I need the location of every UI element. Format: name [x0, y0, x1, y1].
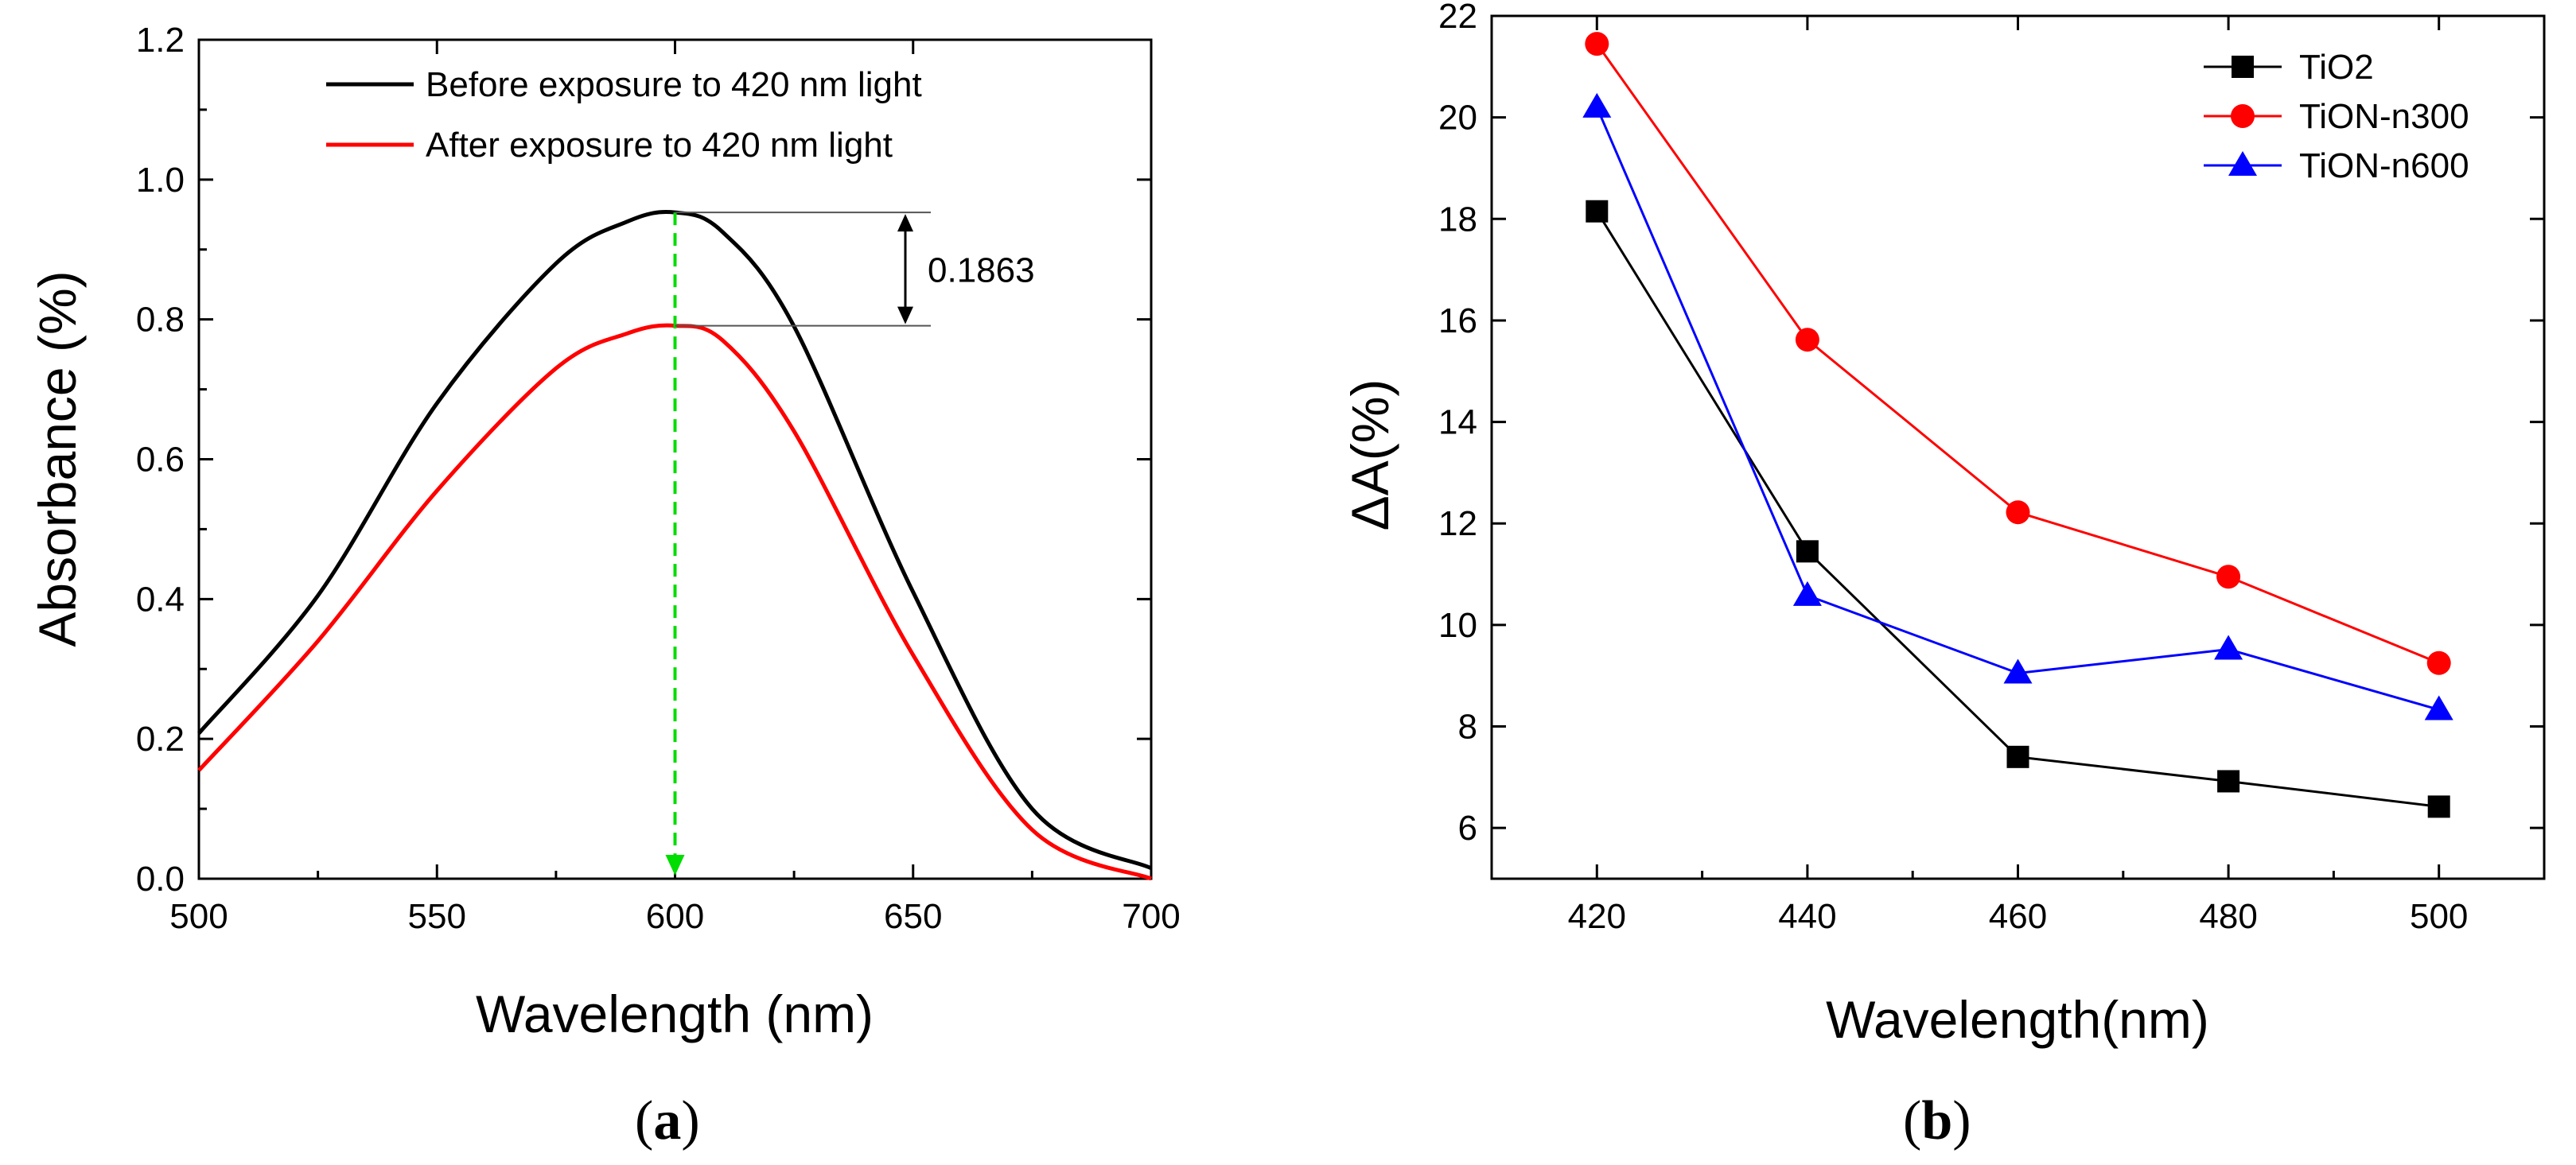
data-point-tion-n600-460	[2003, 658, 2033, 684]
y-tick-label: 22	[1438, 0, 1477, 36]
panel-a-legend: Before exposure to 420 nm light After exp…	[326, 65, 922, 165]
y-tick-label: 10	[1438, 606, 1477, 645]
series-line-before	[197, 210, 1153, 871]
panel-b-delta-a-chart: 420 440 460 480 500 6 8 10 12 14 16 18 20 22 TiO2 TiON…	[1341, 0, 2546, 1151]
panel-b-ticks: 420 440 460 480 500 6 8 10 12 14 16 18 20 22	[1438, 0, 2544, 936]
legend-label-0: Before exposure to 420 nm light	[426, 65, 922, 104]
y-tick-label: 8	[1458, 708, 1477, 747]
series-line-tion-n600	[1595, 107, 2440, 711]
x-tick-label: 500	[169, 897, 228, 936]
y-tick-label: 16	[1438, 301, 1477, 340]
y-tick-label: 14	[1438, 403, 1477, 442]
difference-value-label: 0.1863	[928, 250, 1035, 289]
panel-a-ylabel: Absorbance (%)	[28, 270, 87, 647]
x-tick-label: 500	[2410, 897, 2468, 936]
legend-label-2: TiON-n600	[2299, 146, 2469, 185]
panel-b-series	[1582, 32, 2453, 818]
legend-marker-2	[2228, 151, 2257, 176]
y-tick-label: 0.2	[136, 720, 185, 759]
panel-b-label: (b)	[1903, 1090, 1971, 1151]
data-point-tio2-480	[2217, 770, 2240, 793]
x-tick-label: 420	[1568, 897, 1626, 936]
panel-a-annotation: 0.1863	[665, 212, 1035, 876]
y-tick-label: 1.2	[136, 21, 185, 60]
x-tick-label: 650	[884, 897, 942, 936]
panel-a-ticks: 500 550 600 650 700 0.0 0.2 0.4 0.6 0.8 1.0 1.2	[136, 21, 1181, 936]
x-tick-label: 700	[1122, 897, 1180, 936]
legend-label-1: After exposure to 420 nm light	[426, 126, 893, 165]
panel-b-xlabel: Wavelength(nm)	[1826, 990, 2209, 1049]
data-point-tio2-460	[2006, 745, 2029, 768]
data-point-tion-n600-500	[2424, 695, 2453, 720]
x-tick-label: 480	[2199, 897, 2257, 936]
legend-label-1: TiON-n300	[2299, 97, 2469, 136]
legend-label-0: TiO2	[2299, 48, 2374, 87]
y-tick-label: 0.8	[136, 301, 185, 340]
y-tick-label: 6	[1458, 809, 1477, 848]
difference-arrowhead-down	[897, 306, 913, 324]
panel-a-xlabel: Wavelength (nm)	[476, 984, 874, 1043]
difference-arrowhead-up	[897, 214, 913, 232]
x-tick-label: 460	[1989, 897, 2047, 936]
data-point-tion-n600-480	[2214, 635, 2243, 660]
y-tick-label: 12	[1438, 504, 1477, 543]
panel-a-label: (a)	[635, 1090, 700, 1151]
x-tick-label: 440	[1778, 897, 1836, 936]
data-point-tion-n300-460	[2006, 500, 2030, 525]
y-tick-label: 18	[1438, 200, 1477, 239]
drop-arrowhead	[665, 855, 685, 876]
panel-a-label-letter: a	[653, 1090, 681, 1151]
data-point-tio2-420	[1586, 200, 1609, 223]
data-point-tion-n300-440	[1795, 328, 1819, 352]
data-point-tion-n600-420	[1582, 92, 1612, 118]
y-tick-label: 0.4	[136, 580, 185, 619]
data-point-tion-n600-440	[1792, 581, 1822, 606]
y-tick-label: 0.0	[136, 860, 185, 899]
y-tick-label: 20	[1438, 99, 1477, 138]
data-point-tion-n300-420	[1585, 32, 1609, 56]
panel-a-absorbance-chart: 500 550 600 650 700 0.0 0.2 0.4 0.6 0.8 1.0 1.2 0.1…	[28, 21, 1181, 1151]
data-point-tio2-500	[2427, 795, 2450, 818]
x-tick-label: 550	[408, 897, 466, 936]
data-point-tion-n300-480	[2216, 565, 2241, 589]
panel-b-ylabel: ΔA(%)	[1341, 379, 1399, 531]
y-tick-label: 0.6	[136, 441, 185, 480]
y-tick-label: 1.0	[136, 161, 185, 200]
data-point-tion-n300-500	[2426, 650, 2451, 675]
panel-b-label-letter: b	[1921, 1090, 1952, 1151]
data-point-tio2-440	[1796, 540, 1819, 563]
legend-marker-1	[2231, 104, 2255, 128]
panel-b-legend: TiO2 TiON-n300 TiON-n600	[2204, 48, 2469, 185]
legend-marker-0	[2232, 56, 2254, 78]
x-tick-label: 600	[646, 897, 704, 936]
series-line-tion-n300	[1596, 43, 2440, 665]
